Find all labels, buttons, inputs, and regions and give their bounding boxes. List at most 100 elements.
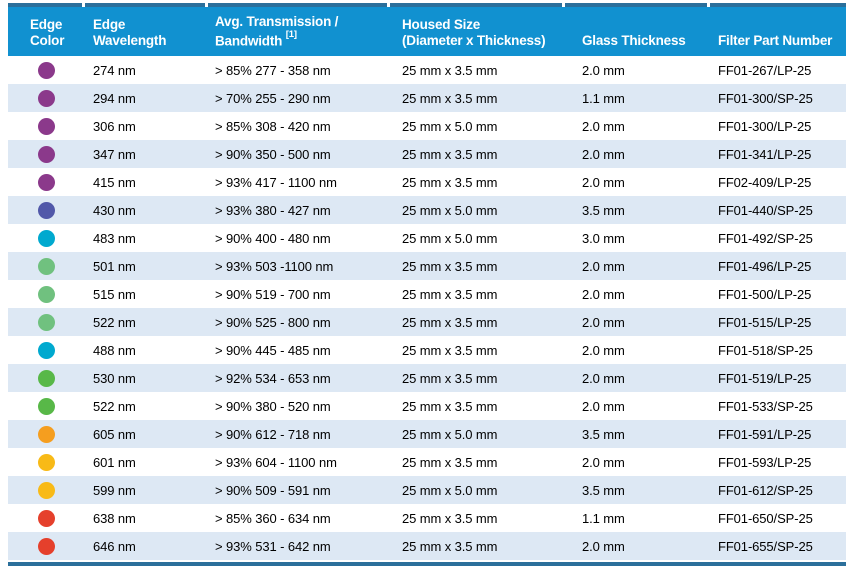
edge-color-cell bbox=[8, 537, 85, 555]
filter-part-number-value: FF01-593/LP-25 bbox=[718, 454, 812, 470]
table-row: 274 nm > 85% 277 - 358 nm 25 mm x 3.5 mm… bbox=[8, 56, 846, 84]
edge-wavelength-value: 522 nm bbox=[93, 314, 136, 330]
edge-color-cell bbox=[8, 509, 85, 527]
glass-thickness-value: 3.5 mm bbox=[582, 202, 625, 218]
table-row: 483 nm > 90% 400 - 480 nm 25 mm x 5.0 mm… bbox=[8, 224, 846, 252]
col-header-edge-color: Edge Color bbox=[8, 7, 85, 56]
header-line: Glass Thickness bbox=[582, 33, 686, 48]
glass-thickness-value: 1.1 mm bbox=[582, 90, 625, 106]
transmission-bandwidth-value: > 92% 534 - 653 nm bbox=[215, 370, 331, 386]
table-row: 501 nm > 93% 503 -1100 nm 25 mm x 3.5 mm… bbox=[8, 252, 846, 280]
edge-color-dot-red bbox=[38, 537, 55, 555]
header-line: Edge bbox=[30, 17, 63, 32]
glass-thickness-value: 2.0 mm bbox=[582, 146, 625, 162]
edge-color-dot-green bbox=[38, 369, 55, 387]
filter-part-number-value: FF01-519/LP-25 bbox=[718, 370, 812, 386]
housed-size-value: 25 mm x 5.0 mm bbox=[402, 202, 498, 218]
table-body: 274 nm > 85% 277 - 358 nm 25 mm x 3.5 mm… bbox=[8, 56, 846, 560]
transmission-bandwidth-value: > 90% 519 - 700 nm bbox=[215, 286, 331, 302]
transmission-bandwidth-value: > 90% 445 - 485 nm bbox=[215, 342, 331, 358]
transmission-bandwidth-value: > 93% 531 - 642 nm bbox=[215, 538, 331, 554]
transmission-bandwidth-value: > 90% 509 - 591 nm bbox=[215, 482, 331, 498]
housed-size-value: 25 mm x 3.5 mm bbox=[402, 258, 498, 274]
housed-size-value: 25 mm x 3.5 mm bbox=[402, 174, 498, 190]
edge-wavelength-value: 530 nm bbox=[93, 370, 136, 386]
glass-thickness-value: 2.0 mm bbox=[582, 118, 625, 134]
table-row: 306 nm > 85% 308 - 420 nm 25 mm x 5.0 mm… bbox=[8, 112, 846, 140]
table-row: 605 nm > 90% 612 - 718 nm 25 mm x 5.0 mm… bbox=[8, 420, 846, 448]
housed-size-value: 25 mm x 3.5 mm bbox=[402, 286, 498, 302]
glass-thickness-value: 2.0 mm bbox=[582, 286, 625, 302]
glass-thickness-value: 2.0 mm bbox=[582, 62, 625, 78]
table-row: 522 nm > 90% 380 - 520 nm 25 mm x 3.5 mm… bbox=[8, 392, 846, 420]
edge-wavelength-value: 601 nm bbox=[93, 454, 136, 470]
filter-part-number-value: FF01-518/SP-25 bbox=[718, 342, 813, 358]
transmission-bandwidth-value: > 85% 277 - 358 nm bbox=[215, 62, 331, 78]
filter-spec-table: Edge Color Edge Wavelength Avg. Transmis… bbox=[8, 3, 846, 566]
edge-color-cell bbox=[8, 173, 85, 191]
header-line: Edge bbox=[93, 17, 126, 32]
transmission-bandwidth-value: > 90% 400 - 480 nm bbox=[215, 230, 331, 246]
table-row: 638 nm > 85% 360 - 634 nm 25 mm x 3.5 mm… bbox=[8, 504, 846, 532]
edge-color-dot-purple bbox=[38, 89, 55, 107]
top-border-segment bbox=[85, 3, 205, 7]
transmission-bandwidth-value: > 90% 612 - 718 nm bbox=[215, 426, 331, 442]
filter-part-number-value: FF01-515/LP-25 bbox=[718, 314, 812, 330]
housed-size-value: 25 mm x 3.5 mm bbox=[402, 342, 498, 358]
edge-color-cell bbox=[8, 257, 85, 275]
col-header-edge-wavelength: Edge Wavelength bbox=[85, 7, 208, 56]
edge-color-cell bbox=[8, 481, 85, 499]
glass-thickness-value: 1.1 mm bbox=[582, 510, 625, 526]
filter-part-number-value: FF01-591/LP-25 bbox=[718, 426, 812, 442]
housed-size-value: 25 mm x 5.0 mm bbox=[402, 426, 498, 442]
glass-thickness-value: 2.0 mm bbox=[582, 538, 625, 554]
edge-wavelength-value: 605 nm bbox=[93, 426, 136, 442]
glass-thickness-value: 3.0 mm bbox=[582, 230, 625, 246]
col-header-housed-size: Housed Size (Diameter x Thickness) bbox=[390, 7, 565, 56]
housed-size-value: 25 mm x 3.5 mm bbox=[402, 454, 498, 470]
edge-wavelength-value: 430 nm bbox=[93, 202, 136, 218]
filter-part-number-value: FF01-533/SP-25 bbox=[718, 398, 813, 414]
edge-wavelength-value: 646 nm bbox=[93, 538, 136, 554]
table-row: 646 nm > 93% 531 - 642 nm 25 mm x 3.5 mm… bbox=[8, 532, 846, 560]
edge-wavelength-value: 599 nm bbox=[93, 482, 136, 498]
edge-color-dot-orange bbox=[38, 425, 55, 443]
edge-wavelength-value: 522 nm bbox=[93, 398, 136, 414]
filter-part-number-value: FF01-612/SP-25 bbox=[718, 482, 813, 498]
transmission-bandwidth-value: > 85% 308 - 420 nm bbox=[215, 118, 331, 134]
edge-color-cell bbox=[8, 425, 85, 443]
edge-color-cell bbox=[8, 117, 85, 135]
edge-color-cell bbox=[8, 229, 85, 247]
col-header-filter-part-number: Filter Part Number bbox=[710, 7, 846, 56]
table-row: 515 nm > 90% 519 - 700 nm 25 mm x 3.5 mm… bbox=[8, 280, 846, 308]
glass-thickness-value: 2.0 mm bbox=[582, 398, 625, 414]
filter-part-number-value: FF01-650/SP-25 bbox=[718, 510, 813, 526]
table-top-border bbox=[8, 3, 846, 7]
housed-size-value: 25 mm x 3.5 mm bbox=[402, 370, 498, 386]
edge-color-cell bbox=[8, 341, 85, 359]
table-row: 530 nm > 92% 534 - 653 nm 25 mm x 3.5 mm… bbox=[8, 364, 846, 392]
table-row: 599 nm > 90% 509 - 591 nm 25 mm x 5.0 mm… bbox=[8, 476, 846, 504]
edge-wavelength-value: 501 nm bbox=[93, 258, 136, 274]
edge-color-dot-soft-green bbox=[38, 257, 55, 275]
top-border-segment bbox=[208, 3, 387, 7]
edge-wavelength-value: 306 nm bbox=[93, 118, 136, 134]
housed-size-value: 25 mm x 3.5 mm bbox=[402, 62, 498, 78]
edge-wavelength-value: 294 nm bbox=[93, 90, 136, 106]
edge-color-dot-cyan bbox=[38, 229, 55, 247]
filter-part-number-value: FF01-655/SP-25 bbox=[718, 538, 813, 554]
top-border-segment bbox=[710, 3, 846, 7]
table-bottom-border bbox=[8, 562, 846, 566]
filter-part-number-value: FF02-409/LP-25 bbox=[718, 174, 812, 190]
edge-wavelength-value: 488 nm bbox=[93, 342, 136, 358]
header-line: Color bbox=[30, 33, 65, 48]
edge-color-dot-purple bbox=[38, 173, 55, 191]
housed-size-value: 25 mm x 5.0 mm bbox=[402, 482, 498, 498]
transmission-bandwidth-value: > 93% 503 -1100 nm bbox=[215, 258, 334, 274]
col-header-glass-thickness: Glass Thickness bbox=[565, 7, 710, 56]
edge-color-dot-soft-green bbox=[38, 313, 55, 331]
edge-color-cell bbox=[8, 453, 85, 471]
housed-size-value: 25 mm x 5.0 mm bbox=[402, 230, 498, 246]
table-row: 415 nm > 93% 417 - 1100 nm 25 mm x 3.5 m… bbox=[8, 168, 846, 196]
top-border-segment bbox=[565, 3, 707, 7]
